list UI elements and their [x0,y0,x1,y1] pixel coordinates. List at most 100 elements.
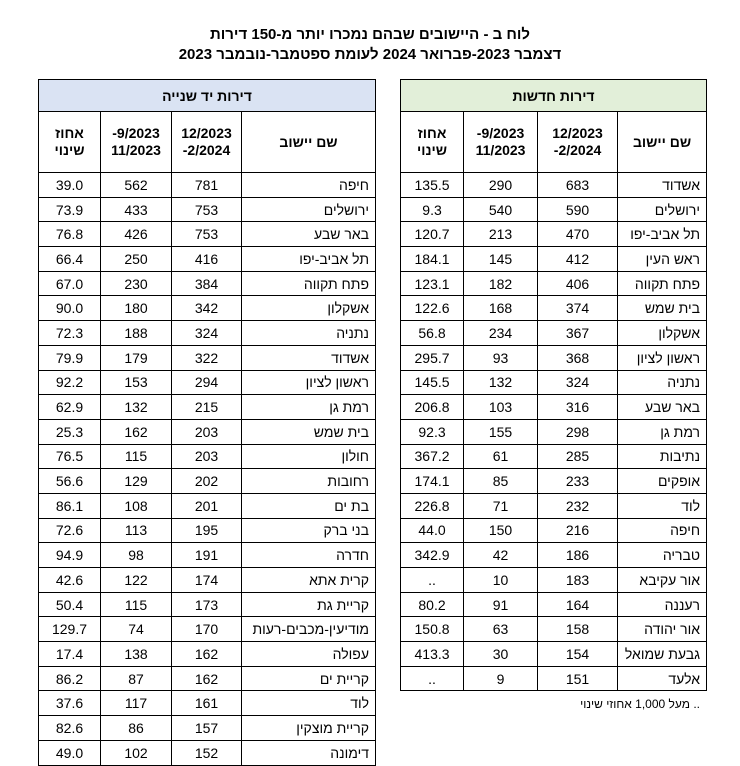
value-cell: 92.3 [399,418,465,445]
locality-cell: בני ברק [241,517,376,544]
value-cell: 203 [171,443,242,470]
locality-cell: אלעד [617,665,708,692]
table-row: רמת גן 298 155 92.3 [399,418,708,445]
value-cell: 108 [100,492,172,519]
locality-cell: קריית גת [241,591,376,618]
value-cell: 294 [171,369,242,396]
value-cell: 155 [463,418,539,445]
value-cell: 413.3 [399,641,465,667]
value-cell: 145 [463,246,539,272]
locality-cell: קרית אתא [241,567,376,593]
value-cell: 92.2 [38,369,101,396]
value-cell: 72.6 [38,517,101,544]
value-cell: 10 [463,567,539,593]
value-cell: 290 [463,172,539,198]
table-row: בית שמש 374 168 122.6 [399,295,708,322]
table-row: תל אביב-יפו 470 213 120.7 [399,221,708,248]
value-cell: 62.9 [38,394,101,420]
table-title: דירות יד שנייה [38,79,376,112]
group-row: דירות יד שנייה [38,79,376,112]
table-row: טבריה 186 42 342.9 [399,542,708,568]
value-cell: 368 [537,344,619,371]
value-cell: 82.6 [38,715,101,741]
value-cell: 115 [100,443,172,470]
locality-cell: אשדוד [617,172,708,198]
value-cell: 226.8 [399,492,465,519]
value-cell: 168 [463,295,539,322]
column-header: 12/2023 2/2024- [537,111,619,173]
table-row: פתח תקווה 406 182 123.1 [399,270,708,297]
locality-cell: פתח תקווה [617,270,708,297]
value-cell: 322 [171,344,242,371]
table-row: רעננה 164 91 80.2 [399,591,708,618]
locality-cell: אשדוד [241,344,376,371]
value-cell: 232 [537,492,619,519]
value-cell: 42.6 [38,567,101,593]
value-cell: 93 [463,344,539,371]
value-cell: 201 [171,492,242,519]
locality-cell: נתניה [617,369,708,396]
value-cell: 416 [171,246,242,272]
table-row: דימונה 152 102 49.0 [38,739,376,766]
value-cell: 230 [100,270,172,297]
value-cell: 56.8 [399,320,465,346]
value-cell: 162 [171,665,242,692]
value-cell: 85 [463,468,539,494]
value-cell: 426 [100,221,172,248]
second-hand-table: דירות יד שנייה שם יישוב 12/2023 2/2024- 9/2… [38,79,376,766]
subtitle: דצמבר 2023-פברואר 2024 לעומת ספטמבר-נובמ… [178,46,562,63]
locality-cell: גבעת שמואל [617,641,708,667]
value-cell: 152 [171,739,242,766]
value-cell: 367 [537,320,619,346]
value-cell: 102 [100,739,172,766]
value-cell: 150 [463,517,539,544]
table-row: אשקלון 367 234 56.8 [399,320,708,346]
value-cell: 412 [537,246,619,272]
value-cell: 295.7 [399,344,465,371]
locality-cell: אור יהודה [617,616,708,643]
value-cell: 129.7 [38,616,101,643]
table-row: ראשון לציון 294 153 92.2 [38,369,376,396]
value-cell: 44.0 [399,517,465,544]
value-cell: 342 [171,295,242,322]
value-cell: 753 [171,221,242,248]
value-cell: 138 [100,641,172,667]
value-cell: 298 [537,418,619,445]
locality-cell: בית שמש [241,418,376,445]
value-cell: 74 [100,616,172,643]
value-cell: 73.9 [38,196,101,223]
locality-cell: אופקים [617,468,708,494]
table-row: אור יהודה 158 63 150.8 [399,616,708,643]
value-cell: 216 [537,517,619,544]
value-cell: 540 [463,196,539,223]
value-cell: 157 [171,715,242,741]
value-cell: 233 [537,468,619,494]
value-cell: .. [399,665,465,692]
locality-cell: טבריה [617,542,708,568]
table-row: אשקלון 342 180 90.0 [38,295,376,322]
table-row: אלעד 151 9.. [399,665,708,692]
value-cell: 132 [463,369,539,396]
value-cell: 161 [171,690,242,717]
table-row: חולון 203 115 76.5 [38,443,376,470]
table-row: אור עקיבא 183 10.. [399,567,708,593]
locality-cell: חולון [241,443,376,470]
table-row: אשדוד 322 179 79.9 [38,344,376,371]
value-cell: 206.8 [399,394,465,420]
table-row: תל אביב-יפו 416 250 66.4 [38,246,376,272]
locality-cell: לוד [241,690,376,717]
locality-cell: דימונה [241,739,376,766]
value-cell: 9 [463,665,539,692]
value-cell: 683 [537,172,619,198]
value-cell: 120.7 [399,221,465,248]
value-cell: 367.2 [399,443,465,470]
locality-cell: לוד [617,492,708,519]
locality-cell: עפולה [241,641,376,667]
value-cell: 135.5 [399,172,465,198]
table-row: רחובות 202 129 56.6 [38,468,376,494]
table-row: חדרה 191 98 94.9 [38,542,376,568]
value-cell: 50.4 [38,591,101,618]
value-cell: 76.8 [38,221,101,248]
value-cell: 129 [100,468,172,494]
